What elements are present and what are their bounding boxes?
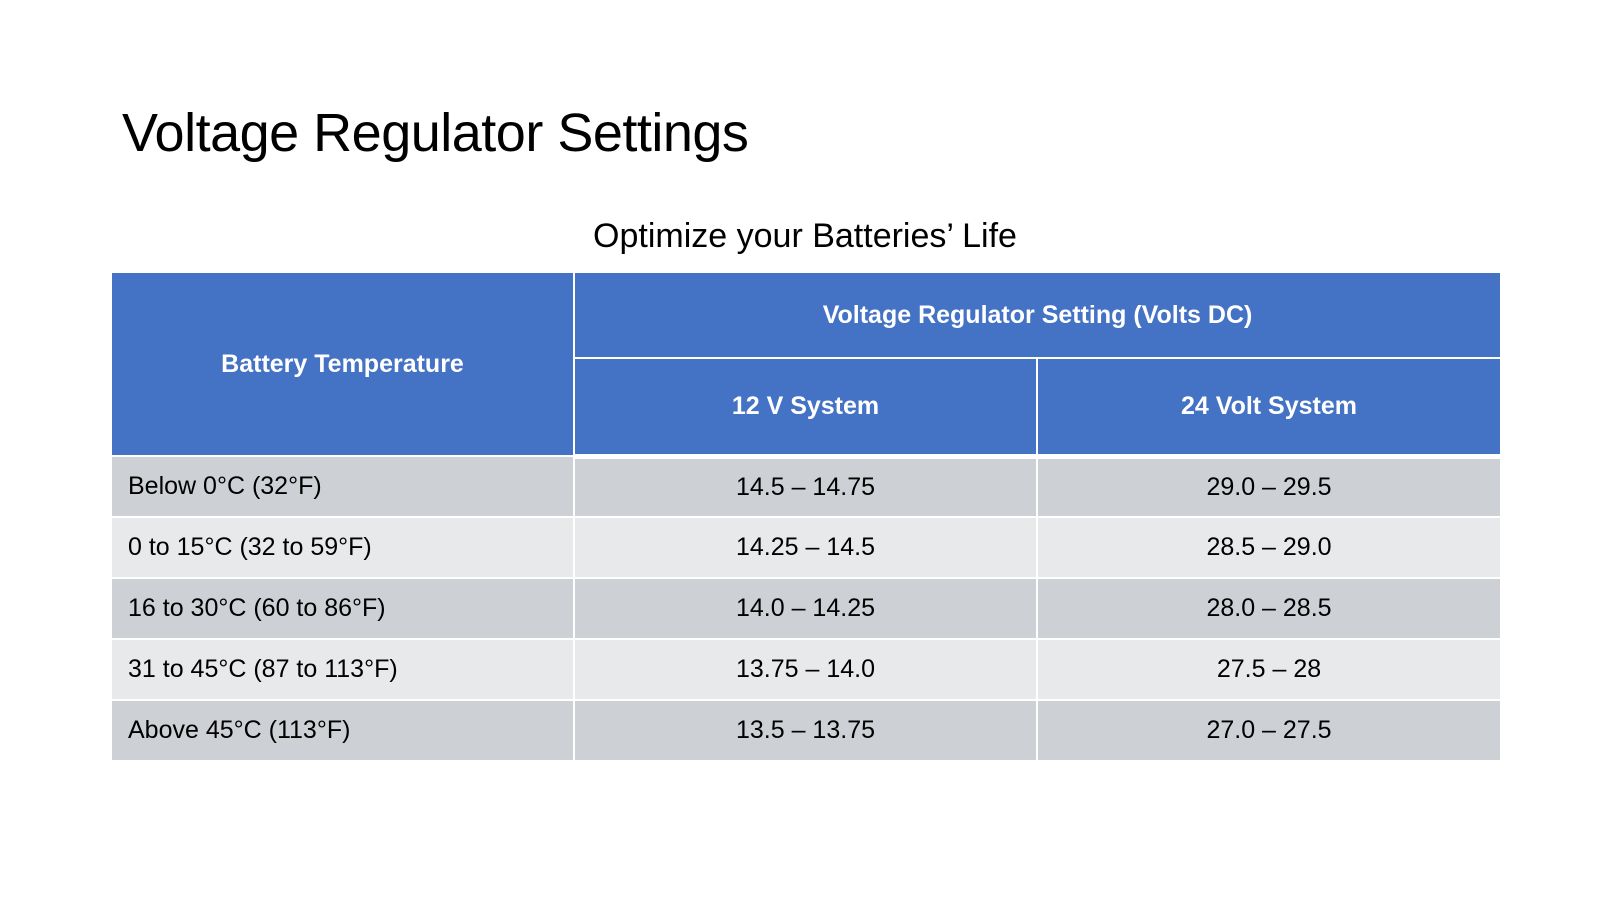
header-row-group: Battery Temperature Voltage Regulator Se…: [110, 271, 1503, 457]
table-body: Below 0°C (32°F) 14.5 – 14.75 29.0 – 29.…: [110, 455, 1503, 762]
temperature-cell: Below 0°C (32°F): [110, 455, 575, 518]
table-row: 16 to 30°C (60 to 86°F) 14.0 – 14.25 28.…: [110, 577, 1503, 640]
header-12v-system: 12 V System: [573, 357, 1038, 459]
voltage-24v-cell: 29.0 – 29.5: [1035, 455, 1503, 518]
table-header: Battery Temperature Voltage Regulator Se…: [110, 271, 1503, 459]
voltage-24v-cell: 28.0 – 28.5: [1035, 577, 1503, 640]
header-24v-system: 24 Volt System: [1035, 357, 1503, 459]
slide-title: Voltage Regulator Settings: [122, 103, 749, 163]
table-row: Above 45°C (113°F) 13.5 – 13.75 27.0 – 2…: [110, 699, 1503, 762]
voltage-settings-table: Battery Temperature Voltage Regulator Se…: [110, 271, 1503, 762]
voltage-24v-cell: 28.5 – 29.0: [1035, 516, 1503, 579]
temperature-cell: Above 45°C (113°F): [110, 699, 575, 762]
voltage-12v-cell: 14.5 – 14.75: [573, 455, 1038, 518]
table-row: 0 to 15°C (32 to 59°F) 14.25 – 14.5 28.5…: [110, 516, 1503, 579]
voltage-24v-cell: 27.0 – 27.5: [1035, 699, 1503, 762]
voltage-12v-cell: 14.0 – 14.25: [573, 577, 1038, 640]
header-row-systems: 12 V System 24 Volt System: [111, 357, 1503, 459]
voltage-12v-cell: 13.5 – 13.75: [573, 699, 1038, 762]
voltage-12v-cell: 14.25 – 14.5: [573, 516, 1038, 579]
temperature-cell: 0 to 15°C (32 to 59°F): [110, 516, 575, 579]
header-voltage-setting-group: Voltage Regulator Setting (Volts DC): [572, 271, 1503, 359]
voltage-24v-cell: 27.5 – 28: [1035, 638, 1503, 701]
table-row: Below 0°C (32°F) 14.5 – 14.75 29.0 – 29.…: [110, 455, 1503, 518]
voltage-12v-cell: 13.75 – 14.0: [573, 638, 1038, 701]
table-row: 31 to 45°C (87 to 113°F) 13.75 – 14.0 27…: [110, 638, 1503, 701]
temperature-cell: 16 to 30°C (60 to 86°F): [110, 577, 575, 640]
temperature-cell: 31 to 45°C (87 to 113°F): [110, 638, 575, 701]
header-battery-temperature: Battery Temperature: [110, 271, 575, 457]
slide-subtitle: Optimize your Batteries’ Life: [593, 217, 1017, 255]
